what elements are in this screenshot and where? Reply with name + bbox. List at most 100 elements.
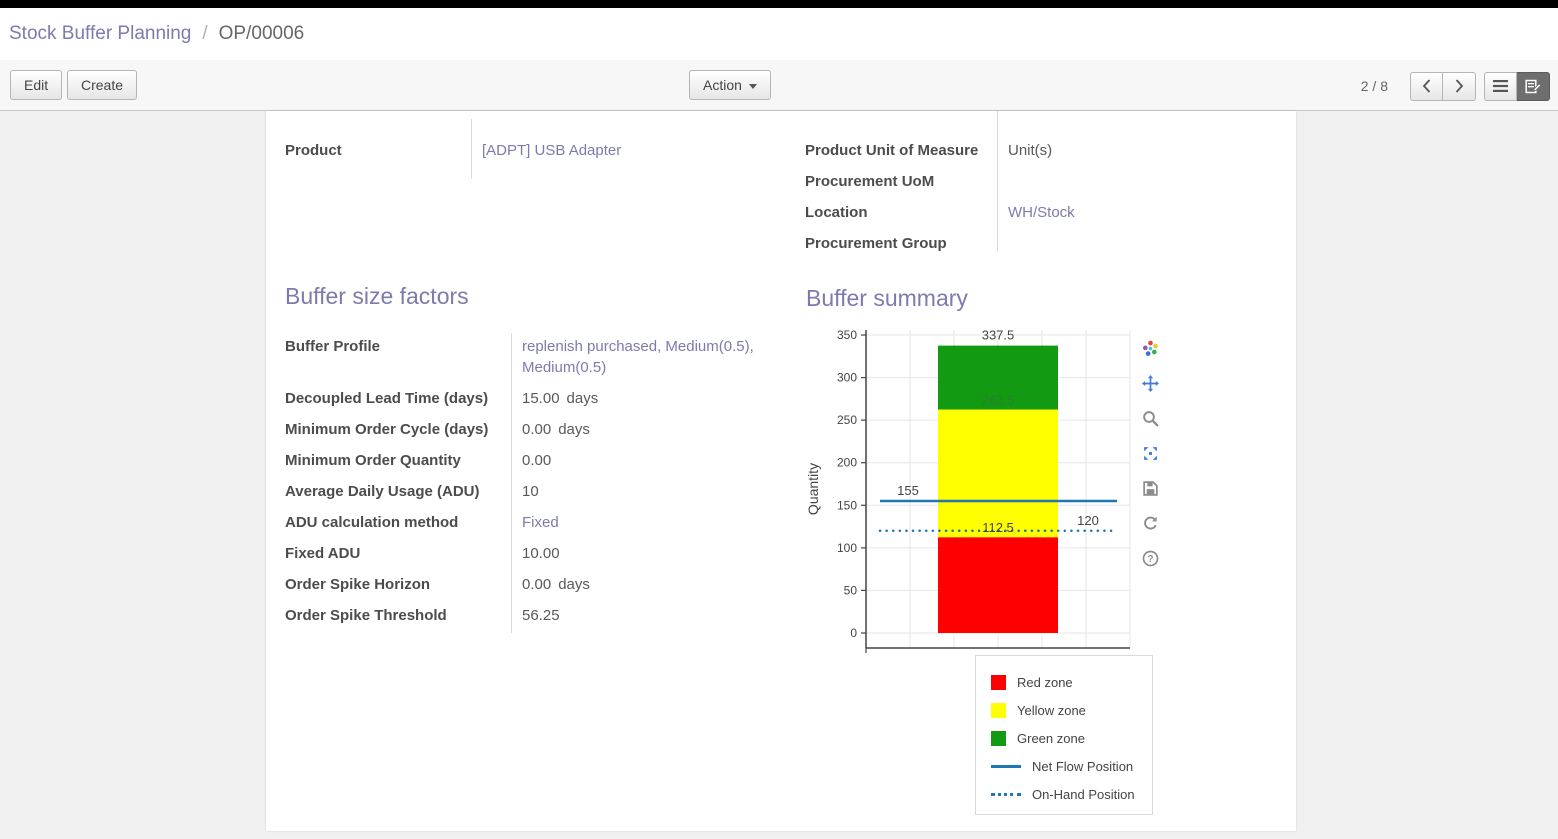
svg-text:200: 200	[837, 456, 857, 470]
field-row-buffer-profile: Buffer Profile replenish purchased, Mediu…	[285, 331, 790, 383]
field-label-product-unit-of-measure: Product Unit of Measure	[805, 142, 979, 159]
buffer-factors-group: Buffer Profile replenish purchased, Mediu…	[285, 331, 790, 631]
svg-text:155: 155	[897, 483, 919, 498]
zoom-icon[interactable]	[1138, 407, 1162, 429]
legend-label: Green zone	[1017, 730, 1085, 746]
legend-swatch-line-icon	[991, 764, 1021, 768]
content-area: Product [ADPT] USB Adapter Product Unit o…	[0, 111, 1558, 839]
breadcrumb: Stock Buffer Planning / OP/00006	[0, 8, 1558, 60]
field-label-adu-calculation-method: ADU calculation method	[285, 514, 459, 531]
legend-item-on-hand-position[interactable]: On-Hand Position	[991, 780, 1152, 808]
help-icon[interactable]: ?	[1138, 547, 1162, 569]
legend-label: Net Flow Position	[1032, 758, 1134, 774]
breadcrumb-current: OP/00006	[218, 23, 305, 44]
legend-item-net-flow-position[interactable]: Net Flow Position	[991, 752, 1152, 780]
legend-label: Red zone	[1017, 674, 1073, 690]
breadcrumb-separator: /	[202, 23, 208, 44]
chart-legend: Red zone Yellow zone Green zone Net Flow Po…	[975, 655, 1153, 815]
field-value-average-daily-usage-adu: 10	[522, 483, 539, 500]
chevron-left-icon	[1422, 79, 1431, 93]
field-value-order-spike-threshold: 56.25	[522, 607, 560, 624]
chart-modebar: ?	[1138, 337, 1164, 569]
svg-text:0: 0	[850, 626, 857, 640]
legend-swatch-square-icon	[991, 702, 1006, 718]
field-row-minimum-order-quantity: Minimum Order Quantity 0.00	[285, 445, 790, 476]
legend-item-green-zone[interactable]: Green zone	[991, 724, 1152, 752]
svg-text:?: ?	[1147, 553, 1153, 564]
field-label-procurement-uom: Procurement UoM	[805, 173, 935, 190]
field-label-procurement-group: Procurement Group	[805, 235, 947, 252]
top-menubar	[0, 0, 1558, 8]
save-icon[interactable]	[1138, 477, 1162, 499]
field-value-adu-calculation-method[interactable]: Fixed	[522, 514, 559, 531]
caret-down-icon	[748, 83, 757, 89]
field-value-minimum-order-cycle-days: 0.00 days	[522, 421, 590, 438]
field-value-buffer-profile[interactable]: replenish purchased, Medium(0.5), Medium…	[522, 338, 754, 376]
field-row-product-unit-of-measure: Product Unit of Measure Unit(s)	[805, 135, 1275, 166]
action-dropdown-button[interactable]: Action	[689, 70, 771, 100]
legend-swatch-square-icon	[991, 674, 1006, 690]
legend-label: Yellow zone	[1017, 702, 1086, 718]
autoscale-icon[interactable]	[1138, 442, 1162, 464]
svg-text:262.5: 262.5	[982, 393, 1015, 408]
plotly-logo-icon[interactable]	[1138, 337, 1162, 359]
pan-icon[interactable]	[1138, 372, 1162, 394]
svg-text:337.5: 337.5	[982, 328, 1015, 343]
pager-value: 2 / 8	[1360, 78, 1388, 94]
legend-item-red-zone[interactable]: Red zone	[991, 668, 1152, 696]
pager-previous-button[interactable]	[1410, 71, 1443, 101]
field-label-order-spike-threshold: Order Spike Threshold	[285, 607, 447, 624]
field-row-fixed-adu: Fixed ADU 10.00	[285, 538, 790, 569]
field-value-order-spike-horizon: 0.00 days	[522, 576, 590, 593]
buffer-zones-chart: 0 50 100 150 200 250 300 350 155 120 337.5 262.5 112…	[805, 328, 1131, 653]
column-separator	[471, 119, 472, 179]
product-field-group: Product [ADPT] USB Adapter	[285, 111, 771, 166]
edit-button[interactable]: Edit	[10, 70, 63, 100]
field-row-order-spike-horizon: Order Spike Horizon 0.00 days	[285, 569, 790, 600]
field-label-product: Product	[285, 142, 342, 159]
create-button[interactable]: Create	[67, 70, 138, 100]
form-sheet: Product [ADPT] USB Adapter Product Unit o…	[266, 111, 1296, 831]
svg-text:120: 120	[1077, 513, 1099, 528]
pager-buttons	[1410, 71, 1476, 101]
reset-axes-icon[interactable]	[1138, 512, 1162, 534]
field-label-minimum-order-quantity: Minimum Order Quantity	[285, 452, 461, 469]
legend-swatch-dotted-icon	[991, 792, 1021, 796]
field-value-product-unit-of-measure: Unit(s)	[1008, 142, 1053, 159]
breadcrumb-parent-link[interactable]: Stock Buffer Planning	[9, 23, 192, 44]
field-label-buffer-profile: Buffer Profile	[285, 338, 381, 355]
action-label: Action	[703, 77, 742, 93]
legend-swatch-square-icon	[991, 730, 1006, 746]
field-row-location: Location WH/Stock	[805, 197, 1275, 228]
view-switcher	[1484, 71, 1550, 101]
field-row-decoupled-lead-time-days: Decoupled Lead Time (days) 15.00 days	[285, 383, 790, 414]
field-row-minimum-order-cycle-days: Minimum Order Cycle (days) 0.00 days	[285, 414, 790, 445]
pager-next-button[interactable]	[1443, 71, 1476, 101]
control-panel: Edit Create Action 2 / 8	[0, 60, 1558, 111]
column-separator	[997, 111, 998, 251]
field-value-product[interactable]: [ADPT] USB Adapter	[482, 142, 622, 159]
field-row-product: Product [ADPT] USB Adapter	[285, 135, 771, 166]
field-row-adu-calculation-method: ADU calculation method Fixed	[285, 507, 790, 538]
svg-text:150: 150	[837, 498, 857, 512]
svg-text:50: 50	[844, 583, 858, 597]
field-label-fixed-adu: Fixed ADU	[285, 545, 361, 562]
svg-text:250: 250	[837, 413, 857, 427]
field-value-location[interactable]: WH/Stock	[1008, 204, 1075, 221]
legend-item-yellow-zone[interactable]: Yellow zone	[991, 696, 1152, 724]
chevron-right-icon	[1455, 79, 1464, 93]
buffer-size-factors-title: Buffer size factors	[285, 283, 469, 309]
field-row-procurement-uom: Procurement UoM	[805, 166, 1275, 197]
field-suffix: days	[558, 576, 590, 593]
field-label-minimum-order-cycle-days: Minimum Order Cycle (days)	[285, 421, 489, 438]
field-value-fixed-adu: 10.00	[522, 545, 560, 562]
field-row-procurement-group: Procurement Group	[805, 228, 1275, 259]
form-view-button[interactable]	[1517, 71, 1550, 101]
list-view-button[interactable]	[1484, 71, 1517, 101]
svg-text:300: 300	[837, 371, 857, 385]
field-value-decoupled-lead-time-days: 15.00 days	[522, 390, 599, 407]
uom-field-group: Product Unit of Measure Unit(s) Procuremen…	[805, 111, 1275, 259]
column-separator	[511, 333, 512, 633]
field-value-minimum-order-quantity: 0.00	[522, 452, 552, 469]
